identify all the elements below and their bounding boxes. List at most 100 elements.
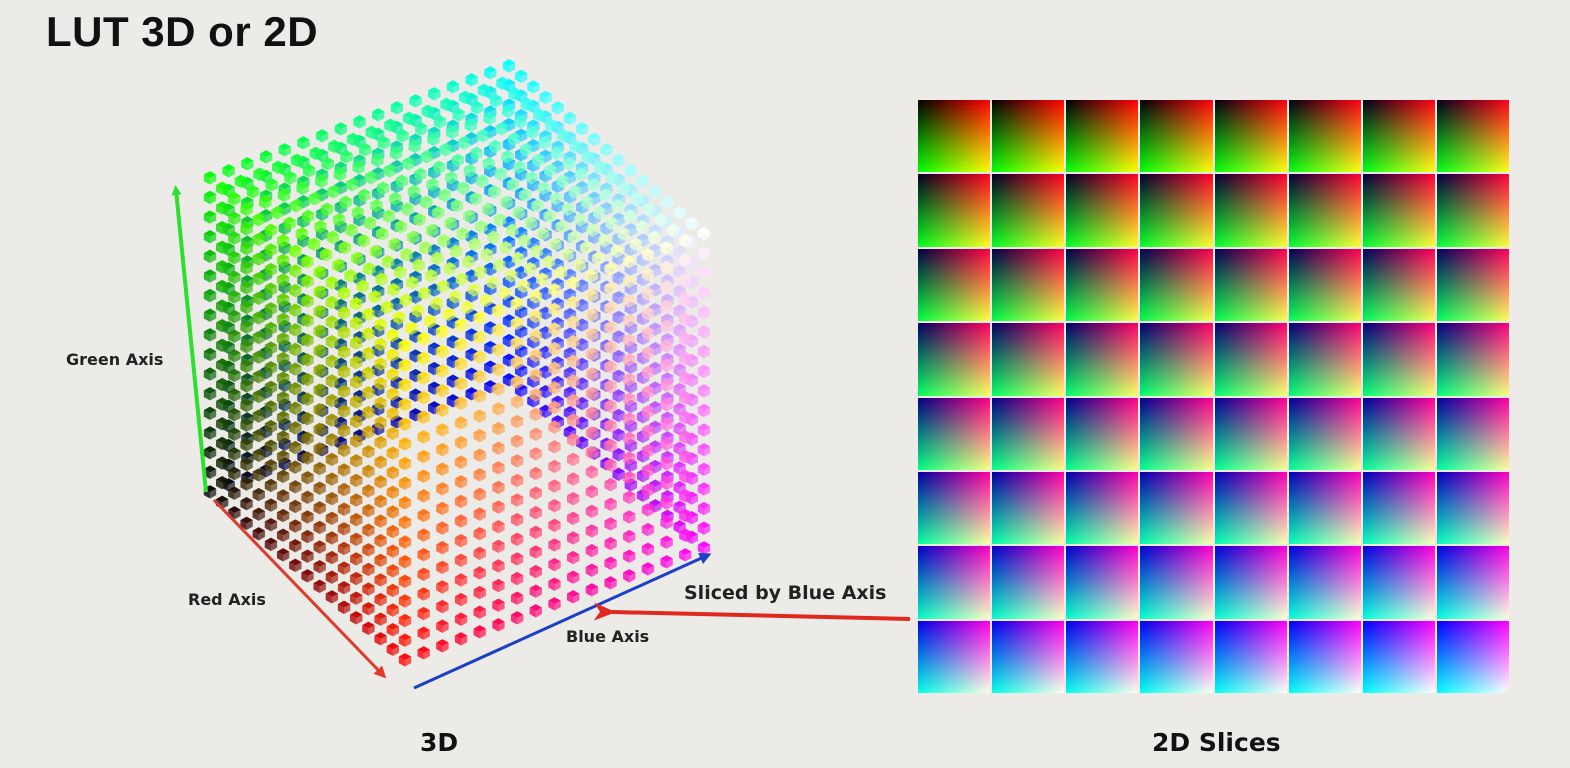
lut-cube-block — [270, 325, 278, 336]
lut-cube-block — [550, 167, 557, 178]
lut-cube-block — [409, 408, 422, 415]
lut-cube-block — [276, 430, 290, 438]
lut-cube-block — [610, 559, 617, 570]
lut-cube-block — [443, 262, 456, 269]
lut-cube-block — [301, 356, 308, 367]
lut-cube-block — [554, 561, 561, 572]
lut-cube-block — [409, 270, 422, 278]
lut-cube-block — [295, 365, 302, 376]
lut-cube-block — [283, 433, 290, 444]
lut-cube-block — [423, 472, 430, 483]
lut-cube-block — [246, 441, 253, 452]
lut-cube-block — [240, 206, 247, 217]
lut-cube-block — [406, 276, 419, 283]
lut-cube-block — [258, 255, 265, 266]
lut-cube-block — [494, 171, 501, 182]
lut-cube-block — [454, 357, 468, 365]
lut-cube-block — [548, 459, 561, 467]
lut-cube-block — [340, 184, 348, 195]
lut-cube-block — [606, 205, 613, 216]
lut-cube-block — [554, 423, 561, 434]
lut-cube-block — [290, 174, 297, 185]
lut-cube-block — [666, 283, 673, 294]
lut-cube-block — [673, 363, 686, 370]
lut-cube-block — [428, 404, 435, 415]
lut-cube-block — [356, 359, 363, 370]
lut-cube-block — [514, 115, 527, 122]
lut-cube-block — [537, 185, 544, 196]
lut-cube-block — [240, 477, 253, 485]
lut-cube-block — [484, 321, 497, 329]
lut-cube-block — [585, 328, 599, 335]
lut-cube-block — [544, 167, 551, 178]
lut-cube-block — [313, 324, 326, 332]
lut-cube-block — [568, 206, 575, 217]
lut-cube-block — [510, 513, 524, 520]
lut-cube-block — [510, 532, 524, 540]
lut-cube-block — [307, 241, 314, 252]
lut-cube-block — [704, 544, 711, 555]
lut-cube-block — [585, 583, 599, 590]
lut-cube-block — [362, 330, 369, 341]
lut-cube-block — [612, 372, 619, 383]
lut-cube-block — [532, 108, 546, 115]
lut-cube-block — [488, 160, 495, 171]
lut-cube-block — [307, 297, 314, 308]
lut-cube-block — [480, 251, 488, 262]
lut-cube-block — [382, 213, 389, 224]
lut-cube-block — [697, 521, 711, 529]
lut-cube-block — [313, 524, 320, 535]
lut-cube-block — [284, 362, 291, 373]
lut-cube-block — [325, 377, 332, 388]
lut-cube-block — [276, 351, 290, 359]
lut-cube-block — [325, 573, 332, 584]
lut-cube-block — [510, 496, 518, 507]
lut-cube-block — [428, 401, 441, 408]
lut-cube-block — [241, 160, 248, 171]
lut-cube-block — [436, 367, 443, 378]
lut-cube-block — [548, 443, 555, 454]
lut-cube-block — [424, 272, 431, 283]
lut-cube-block — [575, 171, 582, 182]
lut-cube-block — [319, 269, 326, 280]
lut-cube-block — [573, 515, 580, 526]
lut-cube-block — [492, 582, 499, 593]
lut-cube-block — [679, 492, 686, 503]
lut-cube-block — [527, 299, 534, 310]
lut-cube-block — [490, 69, 497, 80]
lut-cube-block — [514, 308, 522, 319]
lut-cube-block — [270, 541, 278, 552]
lut-cube-block — [337, 561, 351, 569]
lut-cube-block — [535, 509, 543, 520]
lut-cube-block — [630, 442, 638, 453]
lut-cube-block — [455, 293, 462, 304]
lut-cube-block — [512, 206, 525, 213]
lut-cube-block — [307, 415, 314, 426]
lut-cube-block — [660, 264, 667, 275]
lut-cube-block — [297, 218, 304, 229]
lut-cube-block — [484, 380, 497, 387]
lut-cube-block — [337, 384, 351, 392]
lut-cube-block — [529, 486, 543, 494]
lut-cube-block — [390, 202, 397, 213]
lut-cube-block — [418, 307, 425, 318]
lut-cube-block — [284, 146, 291, 157]
lut-cube-block — [313, 406, 320, 417]
lut-cube-block — [641, 326, 655, 334]
lut-cube-block — [240, 359, 253, 367]
lut-cube-block — [240, 363, 247, 374]
lut-cube-block — [283, 296, 290, 307]
lut-cube-block — [368, 350, 375, 361]
lut-cube-block — [585, 566, 592, 577]
lut-cube-block — [398, 496, 412, 503]
lut-cube-block — [228, 427, 241, 435]
lut-cube-block — [568, 185, 582, 192]
lut-cube-block — [673, 307, 680, 318]
lut-cube-block — [530, 220, 538, 231]
lut-cube-block — [272, 164, 279, 175]
lut-cube-block — [660, 555, 673, 562]
lut-cube-block — [511, 272, 518, 283]
lut-cube-block — [661, 490, 674, 497]
lut-cube-block — [350, 575, 357, 586]
lut-cube-block — [475, 195, 482, 206]
